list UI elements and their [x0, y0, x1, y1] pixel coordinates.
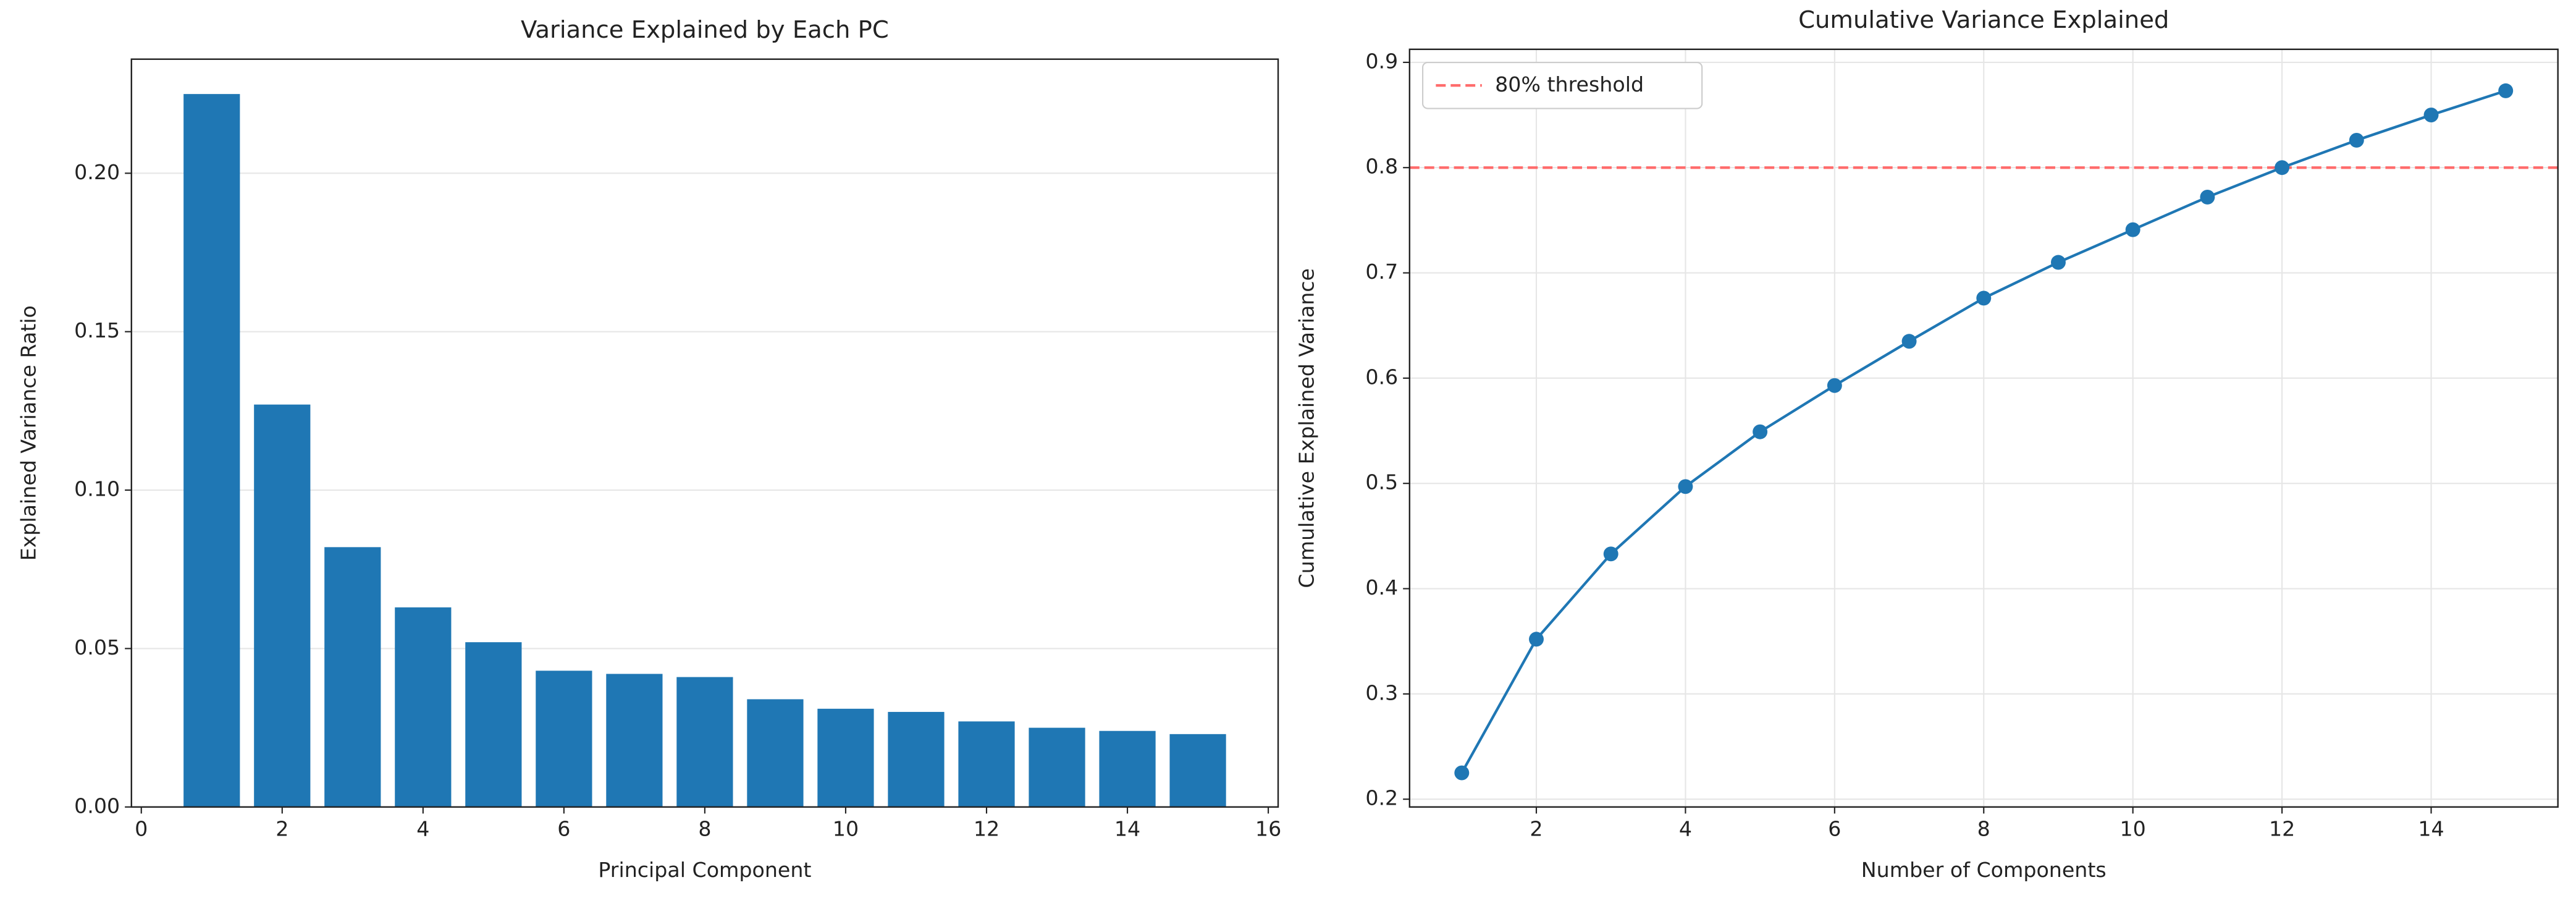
marker: [1827, 378, 1842, 393]
x-tick-label: 4: [416, 817, 429, 841]
bar: [1169, 734, 1226, 807]
marker: [2498, 83, 2514, 98]
x-tick-label: 12: [2269, 817, 2295, 841]
x-tick-label: 6: [557, 817, 570, 841]
marker: [1753, 424, 1768, 439]
axes-frame: [1408, 48, 2559, 808]
bar: [888, 711, 945, 807]
y-tick-label: 0.5: [1365, 470, 1398, 494]
x-tick-label: 2: [276, 817, 288, 841]
bar: [676, 677, 733, 807]
y-tick-label: 0.6: [1365, 365, 1398, 389]
bar: [817, 708, 874, 807]
y-axis-label: Explained Variance Ratio: [16, 305, 40, 561]
marker: [2275, 160, 2290, 176]
x-tick-label: 12: [974, 817, 1000, 841]
legend-box: [1422, 61, 1703, 109]
y-tick-label: 0.3: [1365, 680, 1398, 705]
bar: [747, 699, 804, 807]
y-tick-label: 0.15: [74, 318, 120, 342]
x-axis-label: Principal Component: [598, 858, 811, 882]
marker: [1529, 632, 1544, 647]
y-tick-label: 0.05: [74, 635, 120, 659]
marker: [1603, 546, 1618, 562]
bar: [1099, 730, 1156, 807]
marker: [2051, 255, 2066, 270]
x-tick-label: 2: [1530, 817, 1543, 841]
y-tick-label: 0.4: [1365, 575, 1398, 599]
x-tick-label: 6: [1828, 817, 1841, 841]
marker: [2423, 108, 2439, 123]
bar: [465, 642, 522, 807]
x-tick-label: 16: [1255, 817, 1281, 841]
y-tick-label: 0.10: [74, 477, 120, 501]
x-tick-label: 10: [2120, 817, 2146, 841]
bar: [395, 607, 452, 807]
marker: [2349, 132, 2364, 148]
legend-label: 80% threshold: [1495, 72, 1644, 96]
axes-frame: [130, 58, 1279, 808]
chart-title: Cumulative Variance Explained: [1798, 6, 2169, 34]
bar: [606, 674, 663, 807]
bar: [958, 721, 1015, 807]
marker: [1454, 765, 1470, 781]
y-axis-label: Cumulative Explained Variance: [1294, 268, 1318, 588]
marker: [2125, 222, 2140, 237]
x-tick-label: 14: [1114, 817, 1140, 841]
x-tick-label: 0: [135, 817, 148, 841]
marker: [2200, 189, 2215, 205]
y-tick-label: 0.00: [74, 794, 120, 818]
x-tick-label: 4: [1679, 817, 1692, 841]
marker: [1976, 290, 1992, 306]
marker: [1901, 334, 1917, 349]
x-axis-label: Number of Components: [1861, 858, 2107, 882]
y-tick-label: 0.2: [1365, 786, 1398, 810]
x-tick-label: 8: [698, 817, 711, 841]
bar: [183, 94, 240, 807]
marker: [1678, 479, 1693, 494]
x-tick-label: 8: [1977, 817, 1990, 841]
x-tick-label: 14: [2418, 817, 2444, 841]
y-tick-label: 0.20: [74, 160, 120, 184]
bar: [324, 547, 381, 807]
chart-title: Variance Explained by Each PC: [521, 16, 889, 44]
y-tick-label: 0.9: [1365, 49, 1398, 73]
bar: [536, 671, 592, 807]
bar: [254, 404, 311, 807]
bar: [1029, 727, 1085, 807]
y-tick-label: 0.8: [1365, 155, 1398, 179]
y-tick-label: 0.7: [1365, 260, 1398, 284]
x-tick-label: 10: [833, 817, 859, 841]
